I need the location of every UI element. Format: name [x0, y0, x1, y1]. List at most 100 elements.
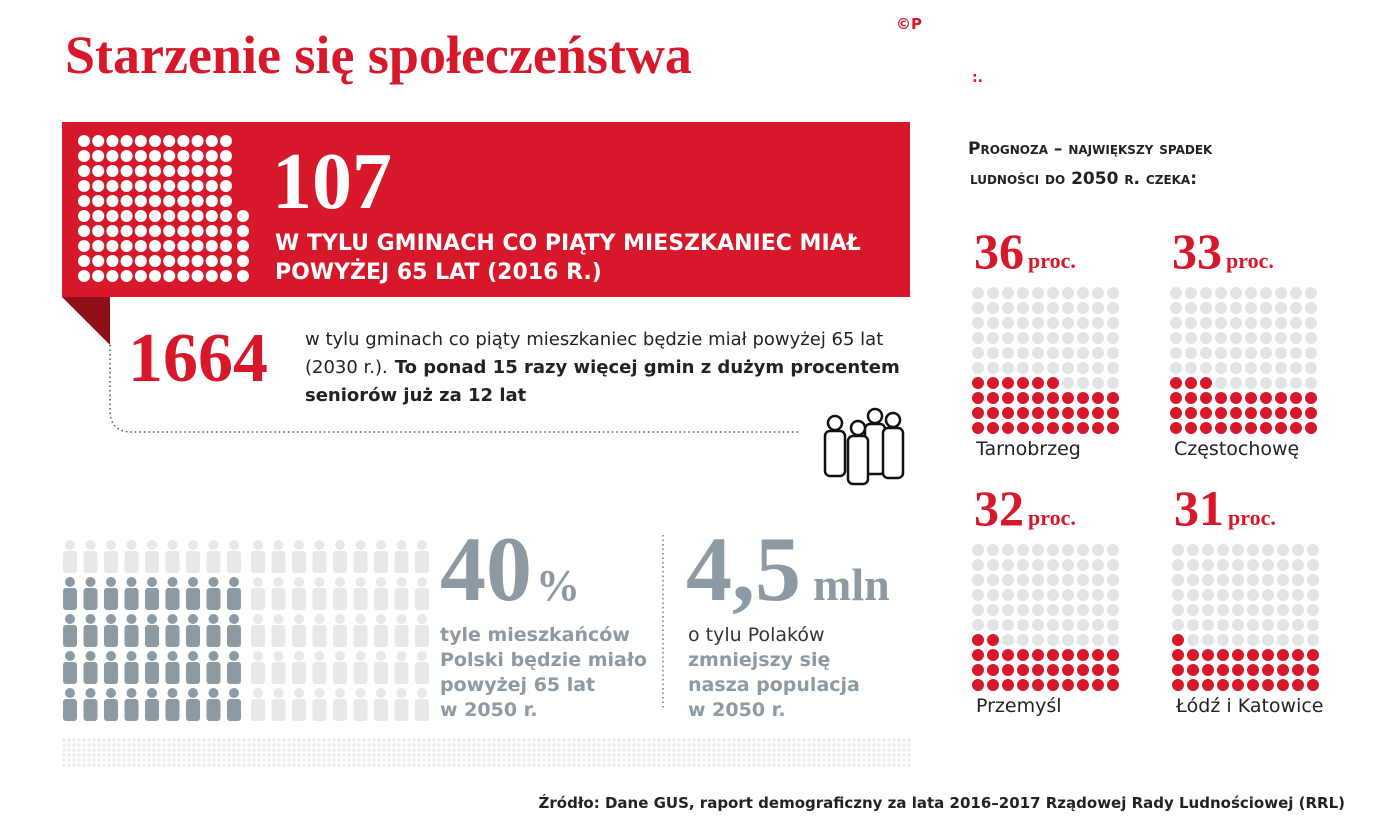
- dot: [92, 255, 105, 267]
- dot: [1215, 407, 1227, 419]
- dot: [1172, 559, 1184, 571]
- stripe-dot: [752, 753, 756, 757]
- dot: [1245, 407, 1257, 419]
- dot: [106, 150, 119, 162]
- dot: [191, 255, 204, 267]
- stripe-dot: [487, 763, 491, 767]
- stripe-dot: [817, 738, 821, 742]
- stripe-dot: [352, 763, 356, 767]
- stripe-dot: [127, 763, 131, 767]
- dot: [972, 604, 984, 616]
- stripe-dot: [727, 743, 731, 747]
- dot: [78, 225, 90, 237]
- dot: [1107, 332, 1119, 344]
- stripe-dot: [437, 758, 441, 762]
- fold: [62, 297, 110, 345]
- dot: [1017, 664, 1029, 676]
- stripe-dot: [157, 753, 161, 757]
- figure-head: [294, 614, 304, 624]
- stripe-dot: [657, 743, 661, 747]
- stripe-dot: [407, 738, 411, 742]
- dot: [1002, 649, 1014, 661]
- stripe-dot: [822, 763, 826, 767]
- stripe-dot: [552, 738, 556, 742]
- stripe-dot: [762, 748, 766, 752]
- stripe-dot: [167, 753, 171, 757]
- dot: [1292, 664, 1304, 676]
- stripe-dot: [802, 753, 806, 757]
- stripe-dot: [567, 748, 571, 752]
- dot: [120, 270, 133, 282]
- dot: [1305, 422, 1317, 434]
- figure-body: [374, 625, 388, 647]
- regions-heading: ludności do 2050 r. czeka:: [970, 169, 1197, 189]
- stripe-dot: [67, 753, 71, 757]
- dot: [987, 407, 999, 419]
- dot: [1202, 634, 1214, 646]
- figure-head: [417, 540, 427, 550]
- stripe-dot: [117, 763, 121, 767]
- dot: [134, 180, 147, 192]
- figure-body: [227, 588, 241, 610]
- stripe-dot: [472, 753, 476, 757]
- stripe-dot: [262, 763, 266, 767]
- figure-head: [126, 651, 137, 661]
- stripe-dot: [682, 748, 686, 752]
- stripe-dot: [122, 763, 126, 767]
- stripe-dot: [452, 743, 456, 747]
- dot: [1077, 407, 1089, 419]
- dot: [1092, 634, 1104, 646]
- dot: [1062, 649, 1074, 661]
- stripe-dot: [682, 758, 686, 762]
- dot: [1172, 649, 1184, 661]
- figure-head: [355, 688, 366, 698]
- stripe-dot: [187, 758, 191, 762]
- figure-head: [294, 577, 304, 587]
- stripe-dot: [772, 748, 776, 752]
- dot: [1215, 422, 1227, 434]
- dot: [1292, 574, 1304, 586]
- stripe-dot: [482, 743, 486, 747]
- dot: [1290, 392, 1302, 404]
- dot: [149, 135, 161, 147]
- dot: [1245, 422, 1257, 434]
- stripe-dot: [627, 743, 631, 747]
- stripe-dot: [587, 748, 591, 752]
- stripe-dot: [427, 738, 431, 742]
- stripe-dot: [477, 738, 481, 742]
- dot: [987, 574, 999, 586]
- stripe-dot: [777, 763, 781, 767]
- stripe-dot: [107, 758, 111, 762]
- stripe-dot: [292, 758, 296, 762]
- dot: [1232, 619, 1244, 631]
- stripe-dot: [392, 743, 396, 747]
- stripe-dot: [597, 753, 601, 757]
- stripe-dot: [832, 758, 836, 762]
- stripe-dot: [272, 743, 276, 747]
- figure-head: [314, 651, 325, 661]
- stripe-dot: [262, 743, 266, 747]
- stripe-dot: [862, 748, 866, 752]
- figure-body: [206, 662, 221, 684]
- dot: [1107, 377, 1119, 389]
- dot: [237, 210, 249, 222]
- stripe-dot: [602, 743, 606, 747]
- stripe-dot: [697, 758, 701, 762]
- dot: [191, 180, 204, 192]
- stripe-dot: [367, 738, 371, 742]
- stripe-dot: [92, 758, 96, 762]
- dot: [1002, 544, 1014, 556]
- stripe-dot: [227, 738, 231, 742]
- dot: [1017, 317, 1029, 329]
- stripe-dot: [612, 738, 616, 742]
- stripe-dot: [652, 738, 656, 742]
- stripe-dot: [502, 743, 506, 747]
- figure-head: [106, 577, 116, 587]
- stripe-dot: [97, 738, 101, 742]
- dot: [78, 135, 90, 147]
- stripe-dot: [532, 758, 536, 762]
- figure-head: [126, 688, 137, 698]
- dot: [1200, 392, 1212, 404]
- dot: [1292, 649, 1304, 661]
- dot: [1290, 377, 1302, 389]
